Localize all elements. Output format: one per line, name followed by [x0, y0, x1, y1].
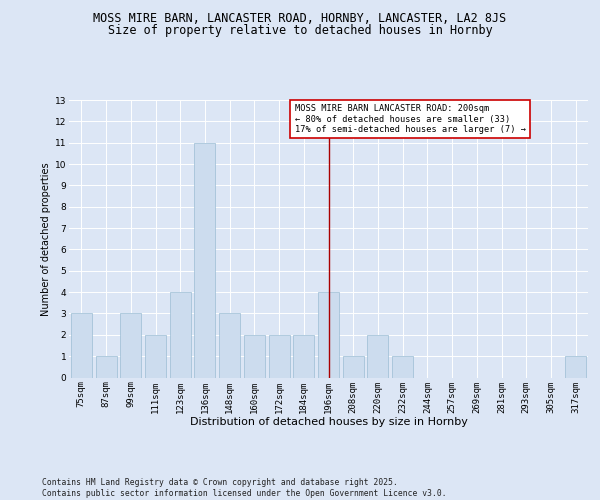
- Bar: [293, 335, 314, 378]
- Bar: [367, 335, 388, 378]
- Bar: [244, 335, 265, 378]
- Text: MOSS MIRE BARN, LANCASTER ROAD, HORNBY, LANCASTER, LA2 8JS: MOSS MIRE BARN, LANCASTER ROAD, HORNBY, …: [94, 12, 506, 26]
- Bar: [318, 292, 339, 378]
- Bar: [170, 292, 191, 378]
- Bar: [565, 356, 586, 378]
- Bar: [145, 335, 166, 378]
- X-axis label: Distribution of detached houses by size in Hornby: Distribution of detached houses by size …: [190, 416, 467, 426]
- Bar: [120, 314, 141, 378]
- Bar: [269, 335, 290, 378]
- Bar: [343, 356, 364, 378]
- Bar: [392, 356, 413, 378]
- Bar: [219, 314, 240, 378]
- Text: Contains HM Land Registry data © Crown copyright and database right 2025.
Contai: Contains HM Land Registry data © Crown c…: [42, 478, 446, 498]
- Bar: [194, 142, 215, 378]
- Bar: [71, 314, 92, 378]
- Text: Size of property relative to detached houses in Hornby: Size of property relative to detached ho…: [107, 24, 493, 37]
- Y-axis label: Number of detached properties: Number of detached properties: [41, 162, 50, 316]
- Text: MOSS MIRE BARN LANCASTER ROAD: 200sqm
← 80% of detached houses are smaller (33)
: MOSS MIRE BARN LANCASTER ROAD: 200sqm ← …: [295, 104, 526, 134]
- Bar: [95, 356, 116, 378]
